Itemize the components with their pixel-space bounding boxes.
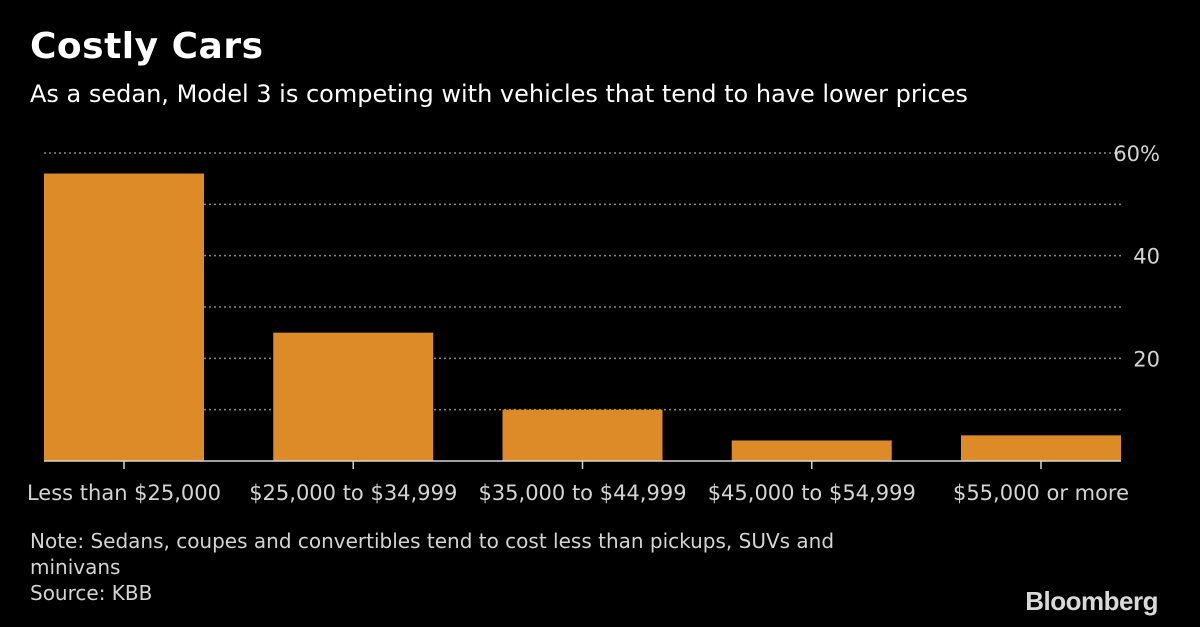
bar (44, 173, 204, 462)
y-tick-label: 20 (1133, 347, 1160, 371)
bloomberg-logo: Bloomberg (1025, 586, 1158, 616)
y-tick-label: 60% (1113, 142, 1160, 166)
x-tick-label: $35,000 to $44,999 (478, 481, 686, 505)
gridlines (44, 152, 1121, 411)
bar (273, 332, 434, 461)
x-axis (44, 460, 1121, 469)
x-tick-label: $25,000 to $34,999 (249, 481, 457, 505)
x-tick-label: $55,000 or more (953, 481, 1129, 505)
chart-subtitle: As a sedan, Model 3 is competing with ve… (30, 80, 968, 108)
bar (731, 440, 892, 461)
note-line-2: minivans (30, 555, 121, 579)
y-axis-labels: 60% 40 20 (1113, 142, 1160, 371)
bar (502, 409, 663, 461)
source-line: Source: KBB (30, 581, 153, 605)
bar (961, 435, 1121, 461)
x-axis-labels: Less than $25,000 $25,000 to $34,999 $35,0… (27, 481, 1129, 505)
footnote: Note: Sedans, coupes and convertibles te… (30, 528, 834, 606)
x-tick-label: $45,000 to $54,999 (708, 481, 916, 505)
bars (44, 173, 1121, 462)
note-line-1: Note: Sedans, coupes and convertibles te… (30, 529, 835, 553)
chart-title: Costly Cars (30, 26, 264, 67)
x-tick-label: Less than $25,000 (27, 481, 221, 505)
y-tick-label: 40 (1133, 245, 1160, 269)
